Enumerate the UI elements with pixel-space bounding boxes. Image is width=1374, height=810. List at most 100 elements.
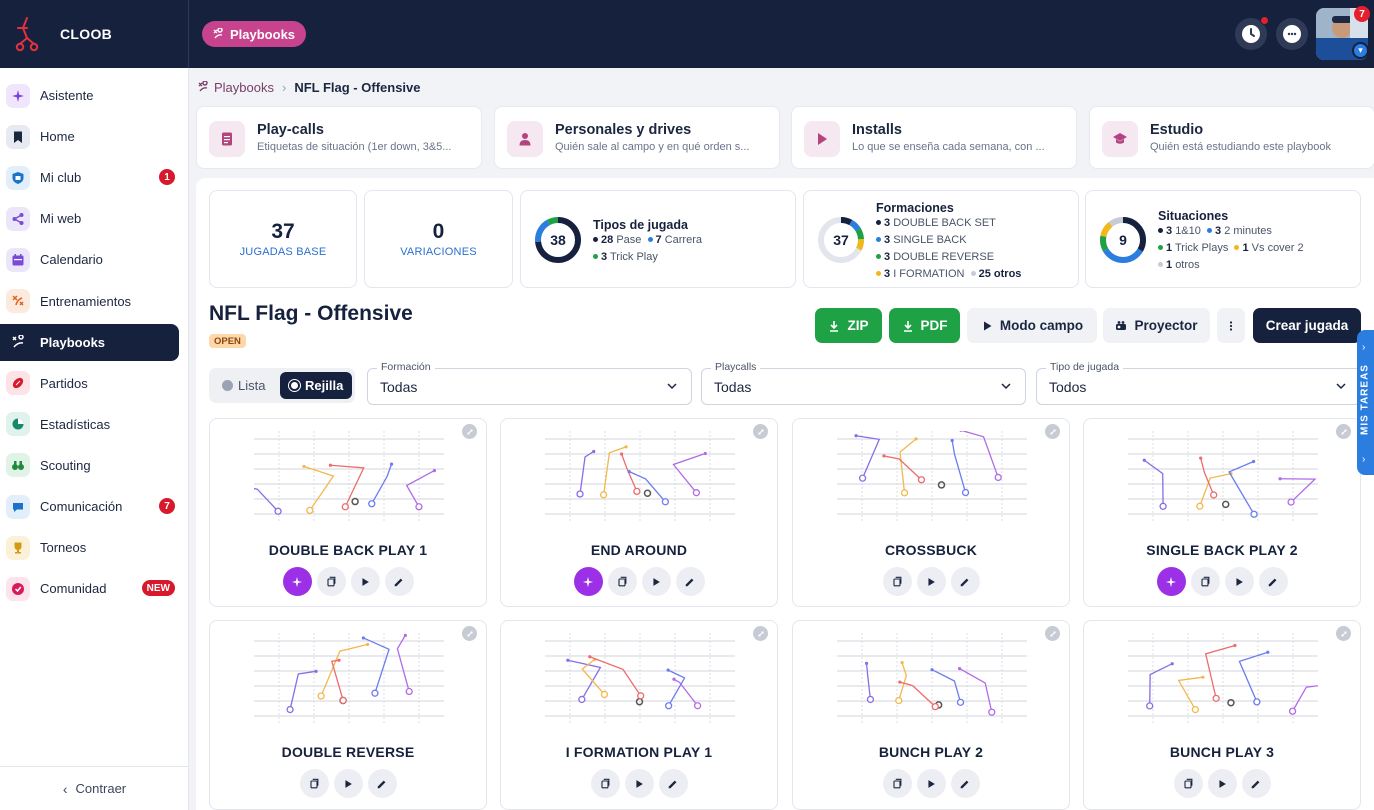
feature-card-play-calls[interactable]: Play-calls Etiquetas de situación (1er do…	[196, 106, 482, 169]
download-zip-button[interactable]: ZIP	[815, 308, 882, 343]
sidebar-item-entrenamientos[interactable]: Entrenamientos	[0, 283, 179, 320]
more-options-button[interactable]	[1217, 308, 1245, 343]
play-animation-button[interactable]	[350, 567, 380, 596]
edit-button[interactable]	[367, 769, 397, 798]
expand-icon[interactable]	[1336, 626, 1351, 641]
edit-button[interactable]	[1258, 567, 1288, 596]
messages-button[interactable]	[1276, 18, 1308, 50]
play-card[interactable]: I FORMATION PLAY 1	[500, 620, 778, 810]
my-tasks-label: MIS TAREAS	[1359, 364, 1371, 435]
projector-button[interactable]: Proyector	[1103, 308, 1210, 343]
play-animation-button[interactable]	[916, 567, 946, 596]
breadcrumb-playbooks[interactable]: Playbooks	[197, 80, 274, 95]
play-diagram	[837, 431, 1027, 521]
pencil-icon	[1251, 780, 1260, 788]
chevron-down-icon[interactable]: ▾	[1352, 42, 1369, 59]
play-animation-button[interactable]	[624, 769, 654, 798]
play-type-filter[interactable]: Tipo de jugada Todos	[1036, 361, 1361, 405]
sidebar-badge: 7	[159, 498, 175, 514]
cloob-logo-icon	[15, 17, 39, 52]
play-animation-button[interactable]	[916, 769, 946, 798]
play-animation-button[interactable]	[641, 567, 671, 596]
expand-icon[interactable]	[753, 424, 768, 439]
sidebar-item-home[interactable]: Home	[0, 118, 179, 155]
play-card[interactable]: CROSSBUCK	[792, 418, 1070, 607]
pencil-icon	[685, 578, 694, 586]
sidebar-item-playbooks[interactable]: Playbooks	[0, 323, 179, 361]
view-list-option[interactable]: Lista	[213, 372, 274, 399]
sidebar-item-torneos[interactable]: Torneos	[0, 529, 179, 566]
view-grid-option[interactable]: Rejilla	[280, 372, 353, 399]
duplicate-button[interactable]	[882, 567, 912, 596]
pie-chart-icon	[6, 412, 30, 437]
brand[interactable]: CLOOB	[0, 0, 189, 68]
duplicate-button[interactable]	[882, 769, 912, 798]
play-card[interactable]: DOUBLE BACK PLAY 1	[209, 418, 487, 607]
duplicate-button[interactable]	[590, 769, 620, 798]
play-card[interactable]: SINGLE BACK PLAY 2	[1083, 418, 1361, 607]
feature-card-installs[interactable]: Installs Lo que se enseña cada semana, co…	[791, 106, 1077, 169]
pencil-icon	[377, 780, 386, 788]
play-animation-button[interactable]	[1224, 567, 1254, 596]
expand-icon[interactable]	[462, 626, 477, 641]
play-types-line-2: 3 Trick Play	[593, 251, 658, 263]
formation-line-3: 3 DOUBLE REVERSE	[876, 251, 994, 263]
play-name: BUNCH PLAY 2	[878, 744, 984, 760]
sidebar-item-estad-sticas[interactable]: Estadísticas	[0, 406, 179, 443]
pdf-label: PDF	[920, 318, 948, 333]
edit-button[interactable]	[658, 769, 688, 798]
duplicate-button[interactable]	[607, 567, 637, 596]
ai-assistant-button[interactable]	[573, 567, 603, 596]
edit-button[interactable]	[1241, 769, 1271, 798]
play-icon	[636, 779, 643, 788]
play-animation-button[interactable]	[1207, 769, 1237, 798]
sidebar-item-mi-club[interactable]: Mi club 1	[0, 159, 179, 196]
pencil-icon	[668, 780, 677, 788]
play-animation-button[interactable]	[333, 769, 363, 798]
sidebar-item-partidos[interactable]: Partidos	[0, 365, 179, 402]
edit-button[interactable]	[950, 567, 980, 596]
playcalls-filter[interactable]: Playcalls Todas	[701, 361, 1026, 405]
edit-button[interactable]	[384, 567, 414, 596]
feature-card-estudio[interactable]: Estudio Quién está estudiando este playbo…	[1089, 106, 1374, 169]
create-play-button[interactable]: Crear jugada	[1253, 308, 1361, 343]
chevron-down-icon	[667, 383, 677, 390]
play-card[interactable]: BUNCH PLAY 2	[792, 620, 1070, 810]
sparkles-icon	[582, 576, 594, 587]
edit-button[interactable]	[675, 567, 705, 596]
ai-assistant-button[interactable]	[1156, 567, 1186, 596]
expand-icon[interactable]	[1045, 424, 1060, 439]
sidebar-item-comunidad[interactable]: Comunidad NEW	[0, 570, 179, 607]
sidebar-item-scouting[interactable]: Scouting	[0, 447, 179, 484]
stat-variations-label: VARIACIONES	[400, 246, 477, 258]
play-card[interactable]: DOUBLE REVERSE	[209, 620, 487, 810]
download-pdf-button[interactable]: PDF	[889, 308, 960, 343]
expand-icon[interactable]	[753, 626, 768, 641]
sidebar-item-comunicaci-n[interactable]: Comunicación 7	[0, 488, 179, 525]
sidebar-item-asistente[interactable]: Asistente	[0, 77, 179, 114]
duplicate-button[interactable]	[316, 567, 346, 596]
my-tasks-tab[interactable]: › MIS TAREAS ›	[1357, 330, 1374, 475]
ai-assistant-button[interactable]	[282, 567, 312, 596]
feature-card-personales-y-drives[interactable]: Personales y drives Quién sale al campo y…	[494, 106, 780, 169]
duplicate-button[interactable]	[1173, 769, 1203, 798]
list-icon	[222, 380, 233, 391]
sidebar-item-mi-web[interactable]: Mi web	[0, 200, 179, 237]
collapse-sidebar-button[interactable]: ‹ Contraer	[0, 766, 189, 810]
history-button[interactable]	[1235, 16, 1269, 50]
section-chip[interactable]: Playbooks	[202, 21, 307, 47]
field-mode-button[interactable]: Modo campo	[967, 308, 1097, 343]
duplicate-button[interactable]	[1190, 567, 1220, 596]
play-card[interactable]: BUNCH PLAY 3	[1083, 620, 1361, 810]
play-actions	[210, 769, 486, 798]
formation-filter[interactable]: Formación Todas	[367, 361, 692, 405]
expand-icon[interactable]	[462, 424, 477, 439]
play-card[interactable]: END AROUND	[500, 418, 778, 607]
expand-icon[interactable]	[1336, 424, 1351, 439]
playcalls-filter-value: Todas	[714, 379, 752, 395]
expand-icon[interactable]	[1045, 626, 1060, 641]
edit-button[interactable]	[950, 769, 980, 798]
play-actions	[1084, 567, 1360, 596]
duplicate-button[interactable]	[299, 769, 329, 798]
sidebar-item-calendario[interactable]: Calendario	[0, 241, 179, 278]
